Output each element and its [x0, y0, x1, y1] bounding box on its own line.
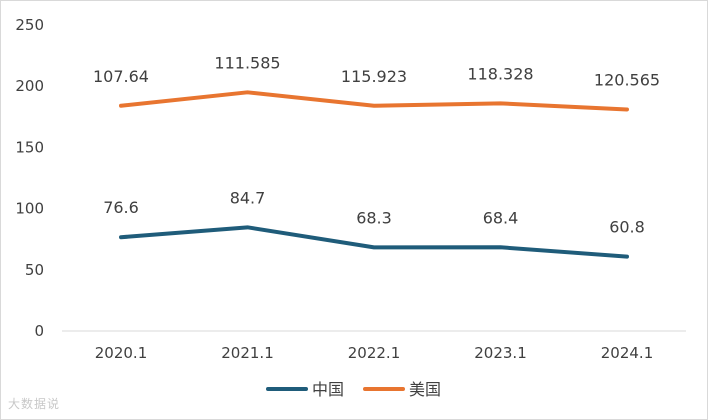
data-label: 118.328: [467, 64, 533, 83]
data-label: 68.3: [356, 208, 392, 227]
y-tick-label: 250: [15, 16, 44, 34]
legend-label: 中国: [312, 380, 344, 399]
data-label: 60.8: [609, 218, 645, 237]
y-tick-label: 0: [34, 322, 44, 340]
series-line-2: [119, 90, 629, 112]
data-label: 84.7: [230, 188, 266, 207]
data-label: 76.6: [103, 198, 139, 217]
data-label: 111.585: [214, 53, 280, 72]
x-tick-label: 2022.1: [348, 344, 401, 362]
data-label: 107.64: [93, 67, 149, 86]
y-tick-label: 150: [15, 138, 44, 156]
data-label: 115.923: [341, 67, 407, 86]
x-tick-label: 2020.1: [95, 344, 148, 362]
watermark: 大数据说: [8, 397, 61, 411]
data-label: 68.4: [483, 208, 519, 227]
y-tick-label: 50: [25, 261, 44, 279]
x-tick-label: 2024.1: [601, 344, 654, 362]
data-label: 120.565: [594, 70, 660, 89]
y-tick-label: 200: [15, 77, 44, 95]
legend-label: 美国: [409, 380, 441, 399]
x-tick-label: 2021.1: [221, 344, 274, 362]
series-line-1: [119, 225, 629, 259]
y-tick-label: 100: [15, 200, 44, 218]
x-tick-label: 2023.1: [474, 344, 527, 362]
